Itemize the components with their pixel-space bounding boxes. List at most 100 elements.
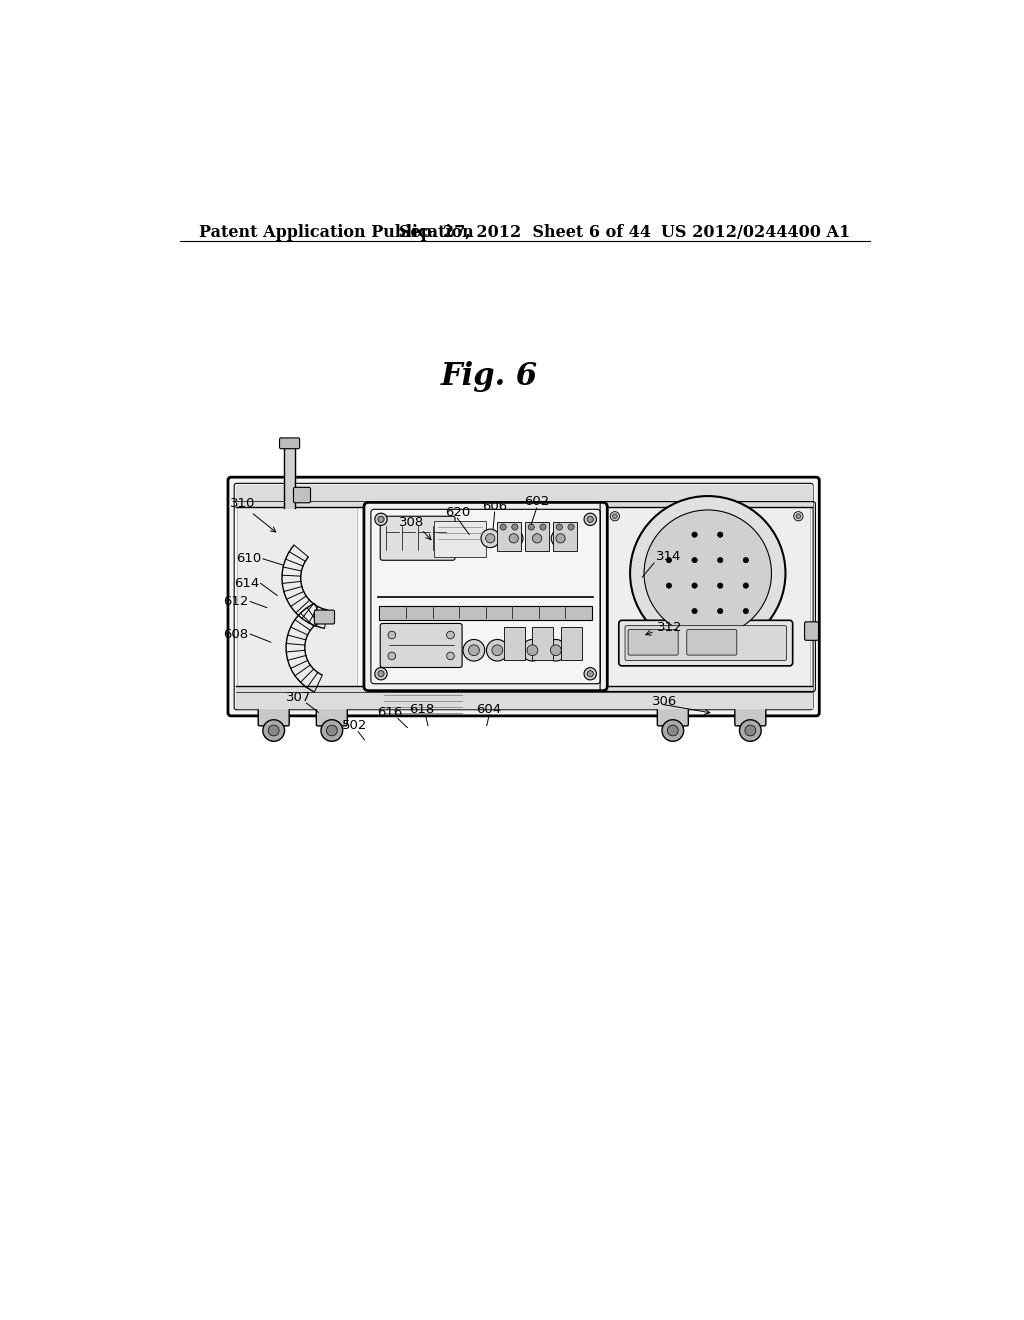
Circle shape xyxy=(378,671,384,677)
Circle shape xyxy=(528,524,535,531)
Circle shape xyxy=(505,529,523,548)
Circle shape xyxy=(527,645,538,656)
Text: 502: 502 xyxy=(341,719,367,733)
Bar xyxy=(554,523,577,550)
Circle shape xyxy=(481,529,500,548)
Circle shape xyxy=(610,512,620,521)
FancyBboxPatch shape xyxy=(234,483,813,710)
Circle shape xyxy=(463,639,484,661)
Text: Patent Application Publication: Patent Application Publication xyxy=(200,224,474,242)
Circle shape xyxy=(263,719,285,742)
Circle shape xyxy=(743,557,749,562)
Bar xyxy=(605,507,810,686)
FancyBboxPatch shape xyxy=(628,630,678,655)
Text: US 2012/0244400 A1: US 2012/0244400 A1 xyxy=(660,224,850,242)
Circle shape xyxy=(718,532,723,537)
FancyBboxPatch shape xyxy=(258,708,289,726)
Text: 616: 616 xyxy=(377,706,402,719)
Circle shape xyxy=(667,557,672,562)
Text: 314: 314 xyxy=(655,550,681,564)
Circle shape xyxy=(540,524,546,531)
FancyBboxPatch shape xyxy=(371,510,600,684)
Circle shape xyxy=(492,645,503,656)
Circle shape xyxy=(527,529,547,548)
Text: 610: 610 xyxy=(237,552,261,565)
Circle shape xyxy=(388,631,395,639)
Circle shape xyxy=(794,512,803,521)
Text: 307: 307 xyxy=(286,690,311,704)
FancyBboxPatch shape xyxy=(657,708,688,726)
FancyBboxPatch shape xyxy=(314,610,335,624)
Circle shape xyxy=(446,652,455,660)
Circle shape xyxy=(662,719,684,742)
Text: 306: 306 xyxy=(652,694,677,708)
Bar xyxy=(238,507,357,686)
Circle shape xyxy=(375,513,387,525)
Text: Fig. 6: Fig. 6 xyxy=(440,362,538,392)
Bar xyxy=(532,627,554,660)
Bar xyxy=(434,521,485,557)
Circle shape xyxy=(556,533,565,543)
FancyBboxPatch shape xyxy=(735,708,766,726)
Circle shape xyxy=(521,639,544,661)
Circle shape xyxy=(668,725,678,737)
Circle shape xyxy=(692,557,697,562)
Circle shape xyxy=(500,524,506,531)
Circle shape xyxy=(630,496,785,651)
Text: 620: 620 xyxy=(444,506,470,519)
Bar xyxy=(498,523,521,550)
Circle shape xyxy=(692,583,697,589)
Circle shape xyxy=(568,524,574,531)
Text: Sep. 27, 2012  Sheet 6 of 44: Sep. 27, 2012 Sheet 6 of 44 xyxy=(398,224,651,242)
FancyBboxPatch shape xyxy=(380,623,462,668)
Text: 614: 614 xyxy=(233,577,259,590)
FancyBboxPatch shape xyxy=(380,516,455,560)
Circle shape xyxy=(692,609,697,614)
Circle shape xyxy=(485,533,495,543)
Circle shape xyxy=(446,631,455,639)
Circle shape xyxy=(739,719,761,742)
Circle shape xyxy=(375,668,387,680)
Circle shape xyxy=(612,513,617,519)
Text: 312: 312 xyxy=(657,622,683,635)
FancyBboxPatch shape xyxy=(364,503,607,690)
Text: 310: 310 xyxy=(230,498,256,511)
Text: 606: 606 xyxy=(482,499,507,512)
Text: 602: 602 xyxy=(524,495,549,508)
Bar xyxy=(380,606,592,619)
Circle shape xyxy=(268,725,280,737)
FancyBboxPatch shape xyxy=(316,708,347,726)
Circle shape xyxy=(556,524,562,531)
Text: 604: 604 xyxy=(476,702,502,715)
Text: 308: 308 xyxy=(399,516,425,529)
Circle shape xyxy=(718,583,723,589)
Circle shape xyxy=(378,516,384,523)
Text: 612: 612 xyxy=(223,595,249,609)
Circle shape xyxy=(321,719,343,742)
Circle shape xyxy=(551,529,569,548)
Circle shape xyxy=(692,532,697,537)
Circle shape xyxy=(743,583,749,589)
FancyBboxPatch shape xyxy=(625,626,786,660)
Circle shape xyxy=(587,516,593,523)
Circle shape xyxy=(644,510,771,636)
Circle shape xyxy=(509,533,518,543)
Circle shape xyxy=(388,652,395,660)
Circle shape xyxy=(550,645,561,656)
Circle shape xyxy=(718,557,723,562)
Circle shape xyxy=(327,725,337,737)
FancyBboxPatch shape xyxy=(618,620,793,665)
Circle shape xyxy=(468,645,479,656)
Circle shape xyxy=(545,639,566,661)
FancyBboxPatch shape xyxy=(687,630,737,655)
Circle shape xyxy=(584,513,596,525)
Circle shape xyxy=(796,513,801,519)
Bar xyxy=(505,627,525,660)
Circle shape xyxy=(667,583,672,589)
Circle shape xyxy=(532,533,542,543)
Text: 608: 608 xyxy=(223,627,249,640)
Circle shape xyxy=(718,609,723,614)
Circle shape xyxy=(744,725,756,737)
Circle shape xyxy=(486,639,508,661)
FancyBboxPatch shape xyxy=(294,487,310,503)
